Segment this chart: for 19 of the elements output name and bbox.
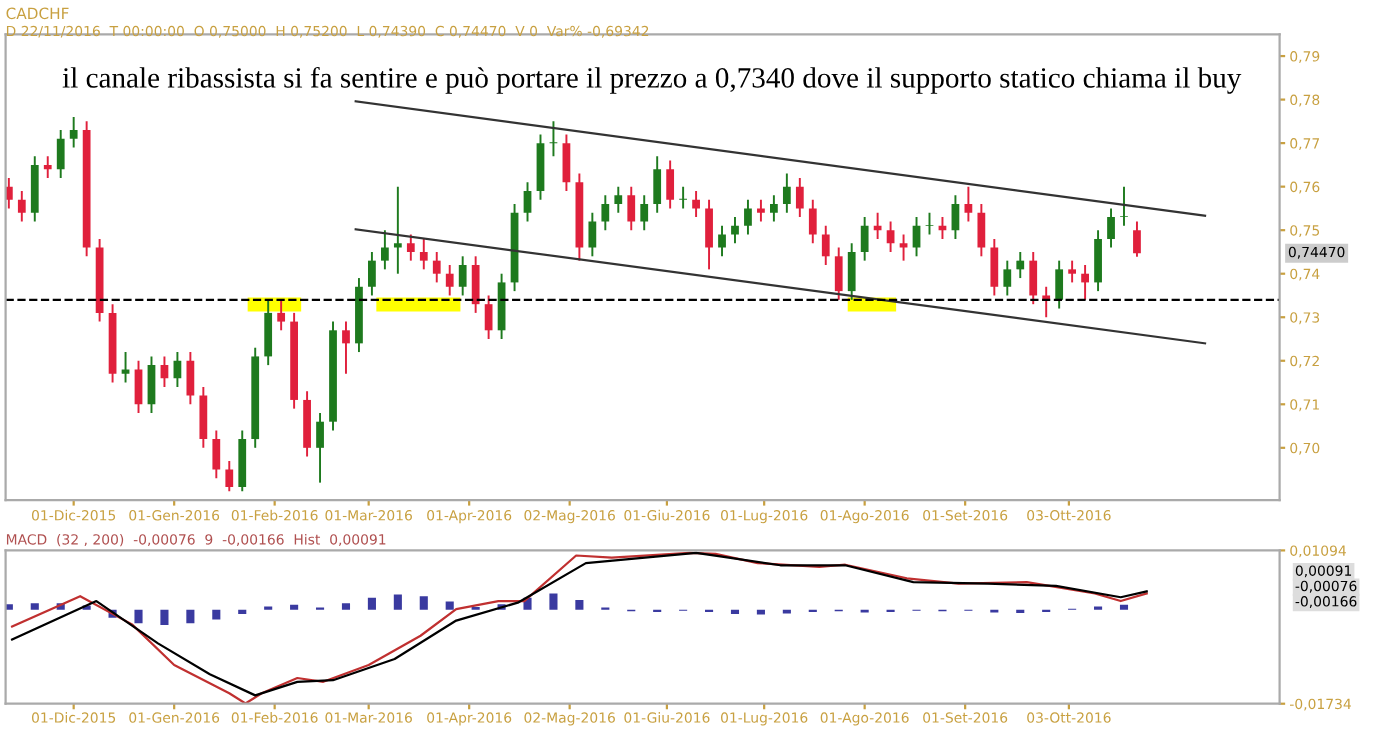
bar	[134, 609, 143, 624]
bar	[730, 609, 740, 615]
bar	[238, 609, 247, 615]
bar	[5, 604, 13, 610]
bar	[756, 609, 765, 615]
bar	[290, 604, 299, 610]
annotation: il canale ribassista si fa sentire e può portare il prezzo a 0,7340 dove il supporto statico chiama il buy	[62, 66, 1242, 94]
bar	[549, 593, 558, 610]
bar	[30, 603, 39, 610]
bar	[341, 603, 351, 610]
bar	[212, 609, 221, 620]
bar	[575, 599, 584, 610]
bar	[419, 596, 428, 610]
bar	[393, 594, 402, 610]
bar	[1119, 604, 1129, 610]
bar	[367, 597, 376, 610]
bar	[445, 601, 454, 610]
bar	[160, 609, 169, 625]
bar	[186, 609, 195, 624]
